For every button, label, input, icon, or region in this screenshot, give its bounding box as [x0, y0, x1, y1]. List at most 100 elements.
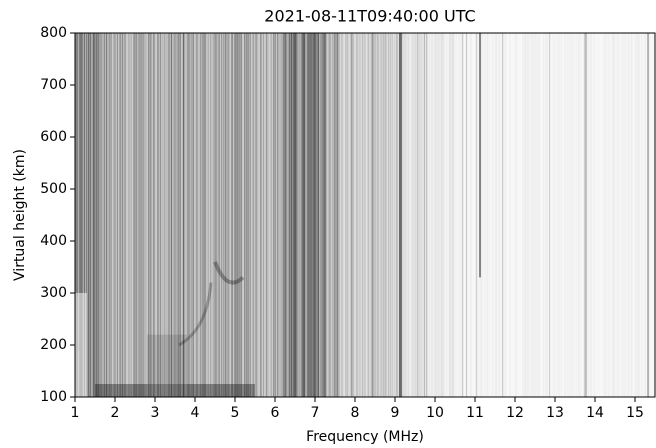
texture-stripe [239, 33, 241, 397]
texture-stripe [81, 33, 83, 397]
texture-stripe [198, 33, 200, 397]
texture-stripe [423, 33, 425, 397]
texture-stripe [584, 33, 586, 397]
texture-stripe [117, 33, 119, 397]
texture-stripe [233, 33, 235, 397]
texture-stripe [177, 33, 179, 397]
texture-stripe [87, 33, 89, 397]
texture-stripe [410, 33, 412, 397]
texture-stripe [129, 33, 131, 397]
texture-stripe [91, 33, 93, 397]
texture-stripe [176, 33, 178, 397]
texture-stripe [638, 33, 640, 397]
texture-stripe [201, 33, 203, 397]
texture-stripe [142, 33, 144, 397]
texture-stripe [515, 33, 517, 397]
texture-stripe [167, 33, 169, 397]
texture-stripe [376, 33, 378, 397]
plot-area [75, 33, 651, 397]
texture-stripe [241, 33, 243, 397]
texture-stripe [139, 33, 141, 397]
texture-stripe [603, 33, 605, 397]
texture-stripe [425, 33, 427, 397]
texture-stripe [510, 33, 512, 397]
texture-stripe [206, 33, 208, 397]
texture-stripe [546, 33, 548, 397]
texture-stripe [284, 33, 286, 397]
texture-stripe [385, 33, 387, 397]
texture-stripe [329, 33, 331, 397]
texture-stripe [498, 33, 500, 397]
texture-stripe [639, 33, 641, 397]
texture-stripe [454, 33, 456, 397]
texture-stripe [221, 33, 223, 397]
y-tick-label: 700 [40, 77, 67, 93]
texture-stripe [321, 33, 323, 397]
texture-stripe [628, 33, 630, 397]
texture-stripe [299, 33, 301, 397]
texture-stripe [318, 33, 320, 397]
texture-stripe [193, 33, 195, 397]
texture-stripe [471, 33, 473, 397]
texture-stripe [179, 33, 181, 397]
texture-stripe [287, 33, 289, 397]
texture-stripe [271, 33, 273, 397]
texture-stripe [389, 33, 391, 397]
texture-stripe [243, 33, 245, 397]
x-axis-label: Frequency (MHz) [306, 429, 424, 445]
texture-stripe [278, 33, 280, 397]
texture-stripe [277, 33, 279, 397]
texture-stripe [90, 33, 92, 397]
texture-stripe [346, 33, 348, 397]
texture-stripe [463, 33, 465, 397]
texture-stripe [99, 33, 101, 397]
texture-stripe [516, 33, 518, 397]
texture-stripe [587, 33, 589, 397]
texture-stripe [229, 33, 231, 397]
texture-stripe [335, 33, 337, 397]
texture-stripe [392, 33, 394, 397]
texture-stripe [567, 33, 569, 397]
texture-stripe [309, 33, 311, 397]
texture-stripe [430, 33, 432, 397]
texture-stripe [95, 33, 97, 397]
texture-stripe [397, 33, 399, 397]
texture-stripe [136, 33, 138, 397]
texture-stripe [437, 33, 439, 397]
texture-stripe [438, 33, 440, 397]
texture-stripe [200, 33, 202, 397]
texture-stripe [110, 33, 112, 397]
texture-stripe [314, 33, 316, 397]
texture-stripe [411, 33, 413, 397]
texture-stripe [388, 33, 390, 397]
texture-line [647, 33, 649, 397]
texture-stripe [165, 33, 167, 397]
texture-stripe [204, 33, 206, 397]
texture-stripe [125, 33, 127, 397]
texture-stripe [266, 33, 268, 397]
texture-stripe [394, 33, 396, 397]
texture-stripe [426, 33, 428, 397]
texture-stripe [211, 33, 213, 397]
texture-stripe [631, 33, 633, 397]
texture-stripe [219, 33, 221, 397]
texture-stripe [377, 33, 379, 397]
texture-stripe [173, 33, 175, 397]
texture-stripe [264, 33, 266, 397]
texture-stripe [293, 33, 295, 397]
y-tick-label: 800 [40, 25, 67, 41]
texture-stripe [333, 33, 335, 397]
texture-stripe [427, 33, 429, 397]
texture-stripe [534, 33, 536, 397]
texture-stripe [354, 33, 356, 397]
texture-stripe [416, 33, 418, 397]
texture-stripe [569, 33, 571, 397]
texture-stripe [529, 33, 531, 397]
texture-stripe [476, 33, 478, 397]
texture-stripe [374, 33, 376, 397]
texture-stripe [149, 33, 151, 397]
texture-stripe [564, 33, 566, 397]
x-tick-label: 2 [111, 405, 120, 421]
texture-stripe [549, 33, 551, 397]
